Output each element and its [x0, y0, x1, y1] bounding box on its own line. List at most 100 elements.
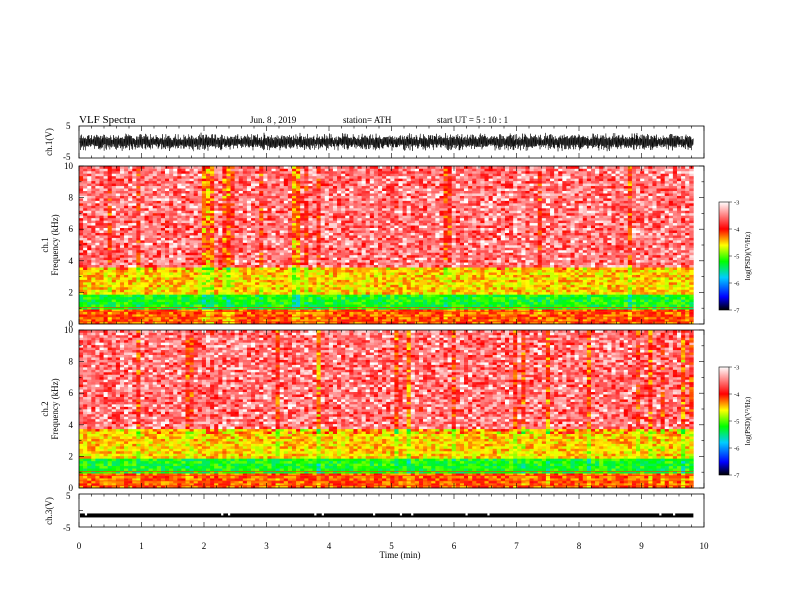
ch1-spectrogram-cell — [316, 314, 321, 317]
ch1-spectrogram-cell — [79, 254, 84, 258]
ch1-spectrogram-cell — [115, 291, 121, 295]
ch1-spectrogram-cell — [226, 264, 231, 268]
ch1-spectrogram-cell — [337, 242, 342, 246]
ch1-spectrogram-cell — [304, 291, 309, 295]
ch1-spectrogram-cell — [369, 286, 375, 290]
ch1-spectrogram-cell — [169, 272, 174, 275]
ch1-spectrogram-cell — [230, 264, 235, 268]
ch1-spectrogram-cell — [111, 296, 117, 300]
ch1-spectrogram-cell — [443, 282, 448, 285]
ch1-spectrogram-cell — [177, 264, 182, 268]
ch1-spectrogram-cell — [447, 245, 453, 248]
ch1-spectrogram-cell — [218, 299, 223, 303]
ch1-spectrogram-cell — [492, 277, 498, 280]
ch1-spectrogram-cell — [148, 257, 154, 261]
ch1-spectrogram-cell — [607, 272, 612, 275]
ch1-spectrogram-cell — [95, 309, 100, 312]
ch1-spectrogram-cell — [234, 262, 240, 266]
ch1-spectrogram-cell — [300, 249, 305, 253]
ch1-spectrogram-cell — [611, 269, 616, 273]
ch1-spectrogram-cell — [296, 286, 301, 290]
ch1-spectrogram-cell — [111, 259, 117, 263]
ch1-spectrogram-cell — [124, 252, 129, 256]
ch1-spectrogram-cell — [521, 272, 526, 275]
ch1-spectrogram-cell — [439, 316, 444, 320]
ch1-spectrogram-cell — [631, 249, 637, 253]
ch1-spectrogram-cell — [378, 282, 383, 285]
ch1-spectrogram-cell — [447, 306, 453, 310]
ch1-spectrogram-cell — [119, 319, 125, 322]
ch1-spectrogram-cell — [324, 294, 330, 298]
ch1-spectrogram-cell — [414, 257, 420, 261]
ch1-spectrogram-cell — [398, 264, 403, 268]
ch1-spectrogram-cell — [95, 282, 100, 285]
ch1-spectrogram-cell — [291, 304, 297, 308]
ch1-spectrogram-cell — [169, 321, 174, 325]
ch1-spectrogram-cell — [676, 262, 682, 266]
ch1-spectrogram-cell — [439, 262, 444, 266]
ch1-spectrogram-cell — [222, 262, 227, 266]
ch1-spectrogram-cell — [181, 264, 186, 268]
ch1-spectrogram-cell — [87, 269, 92, 273]
ch1-spectrogram-cell — [660, 274, 666, 278]
ch1-spectrogram-cell — [316, 291, 321, 295]
ch1-spectrogram-cell — [525, 286, 530, 290]
ch1-spectrogram-cell — [115, 314, 121, 317]
ch1-spectrogram-cell — [640, 282, 645, 285]
ch1-spectrogram-cell — [169, 242, 174, 246]
ch1-spectrogram-cell — [148, 294, 154, 298]
ch1-spectrogram-cell — [177, 286, 182, 290]
ch1-spectrogram-cell — [353, 249, 358, 253]
ch1-spectrogram-cell — [447, 294, 453, 298]
ch1-spectrogram-cell — [382, 267, 387, 270]
ch1-spectrogram-cell — [656, 311, 661, 315]
ch1-spectrogram-cell — [201, 291, 207, 295]
ch1-spectrogram-cell — [521, 301, 526, 305]
ch1-spectrogram-cell — [124, 257, 129, 261]
ch1-spectrogram-cell — [529, 311, 534, 315]
ch1-spectrogram-cell — [283, 262, 289, 266]
ch1-spectrogram-cell — [246, 259, 252, 263]
ch1-spectrogram-cell — [124, 259, 129, 263]
ch1-spectrogram-cell — [238, 254, 244, 258]
ch1-spectrogram-cell — [455, 282, 461, 285]
ch1-spectrogram-cell — [144, 242, 149, 246]
ch1-spectrogram-cell — [431, 252, 436, 256]
ch1-spectrogram-cell — [255, 316, 260, 320]
ch1-spectrogram-cell — [251, 284, 256, 288]
ch1-spectrogram-cell — [291, 245, 297, 248]
ch1-spectrogram-cell — [251, 314, 256, 317]
ch1-spectrogram-cell — [496, 289, 502, 293]
ch1-spectrogram-cell — [627, 257, 633, 261]
ch1-spectrogram-cell — [681, 254, 686, 258]
ch1-spectrogram-cell — [455, 321, 461, 325]
ch1-spectrogram-cell — [218, 321, 223, 325]
ch1-spectrogram-cell — [144, 296, 149, 300]
ch1-spectrogram-cell — [504, 289, 510, 293]
ch1-spectrogram-cell — [263, 289, 268, 293]
ch1-spectrogram-cell — [558, 311, 563, 315]
ch1-spectrogram-cell — [242, 316, 248, 320]
ch1-spectrogram-cell — [578, 311, 584, 315]
ch1-spectrogram-cell — [496, 262, 502, 266]
ch1-spectrogram-cell — [521, 252, 526, 256]
ch1-spectrogram-cell — [296, 321, 301, 325]
ch1-spectrogram-cell — [128, 254, 133, 258]
ch1-spectrogram-cell — [181, 286, 186, 290]
ch1-spectrogram-cell — [398, 294, 403, 298]
ch1-spectrogram-cell — [341, 272, 346, 275]
ch1-spectrogram-cell — [590, 319, 596, 322]
ch1-spectrogram-cell — [353, 314, 358, 317]
ch1-spectrogram-cell — [267, 289, 272, 293]
ch1-spectrogram-cell — [79, 242, 84, 246]
ch1-spectrogram-cell — [107, 282, 113, 285]
ch1-spectrogram-cell — [369, 311, 375, 315]
ch1-spectrogram-cell — [640, 299, 645, 303]
ch1-spectrogram-cell — [590, 304, 596, 308]
ch1-spectrogram-cell — [91, 314, 96, 317]
ch1-spectrogram-cell — [111, 299, 117, 303]
ch1-spectrogram-cell — [513, 282, 518, 285]
ch1-spectrogram-cell — [193, 296, 199, 300]
ch1-spectrogram-cell — [525, 269, 530, 273]
ch1-spectrogram-cell — [91, 299, 96, 303]
